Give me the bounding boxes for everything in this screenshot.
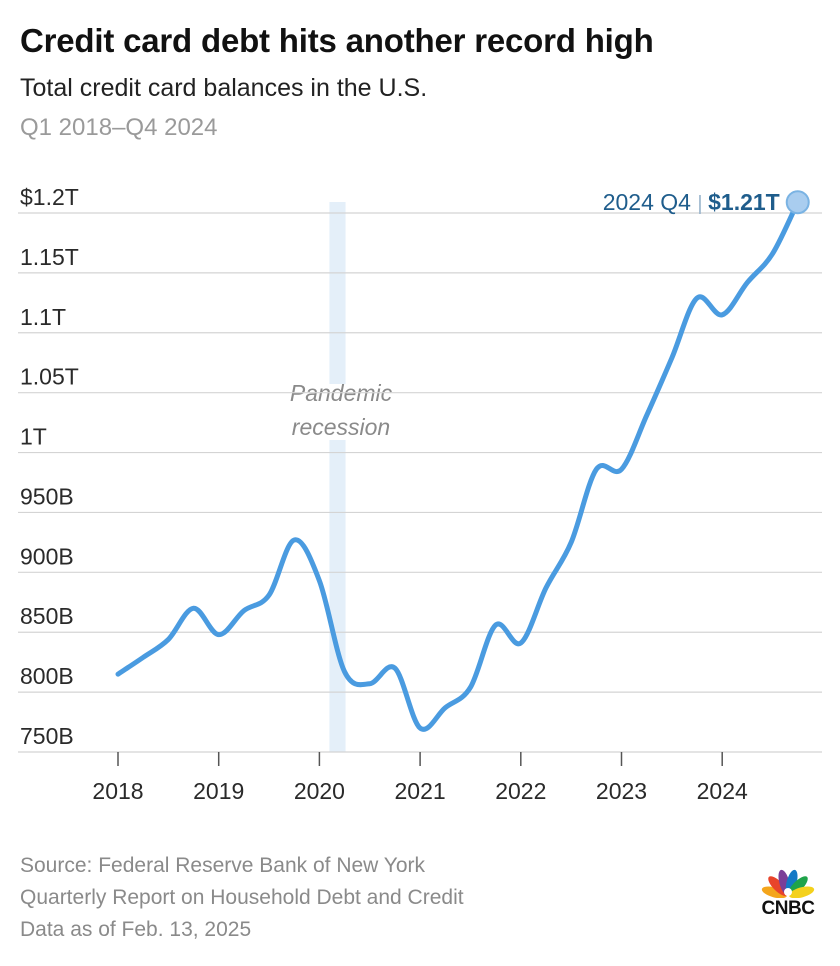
y-tick-label: $1.2T — [20, 184, 79, 210]
annotation-group: 2024 Q4 | $1.21T — [603, 189, 810, 215]
gridlines — [18, 212, 822, 753]
highlight-point — [785, 190, 810, 215]
y-tick-label: 1.05T — [20, 364, 79, 390]
y-tick-label: 1.15T — [20, 244, 79, 270]
logo-wordmark: CNBC — [761, 898, 815, 919]
x-tick-label: 2022 — [495, 778, 546, 804]
x-tick-label: 2020 — [294, 778, 345, 804]
y-axis: 750B 800B 850B 900B 950B 1T 1.05T 1.1T 1.15T $1.2… — [20, 184, 79, 749]
y-tick-label: 1.1T — [20, 304, 66, 330]
y-tick-label: 750B — [20, 723, 74, 749]
x-tick-label: 2018 — [92, 778, 143, 804]
chart-subtitle: Total credit card balances in the U.S. — [20, 74, 428, 102]
chart-title: Credit card debt hits another record hig… — [20, 22, 654, 59]
series-line — [115, 199, 801, 732]
y-tick-label: 850B — [20, 603, 74, 629]
x-tick-label: 2019 — [193, 778, 244, 804]
footer: Source: Federal Reserve Bank of New York… — [20, 850, 464, 946]
annotation-label: 2024 Q4 | $1.21T — [603, 189, 780, 215]
x-tick-label: 2024 — [697, 778, 748, 804]
x-tick-label: 2021 — [395, 778, 446, 804]
annotation-period: 2024 Q4 — [603, 189, 698, 215]
series-group — [115, 199, 801, 732]
x-axis: 2018 2019 2020 2021 2022 2023 2024 — [92, 752, 748, 804]
report-text: Quarterly Report on Household Debt and C… — [20, 886, 464, 909]
cnbc-peacock-icon — [761, 869, 815, 899]
recession-label-backdrop — [327, 384, 348, 440]
x-tick-label: 2023 — [596, 778, 647, 804]
recession-label-line2: recession — [292, 414, 390, 440]
y-tick-label: 800B — [20, 663, 74, 689]
y-tick-label: 900B — [20, 543, 74, 569]
annotation-value: $1.21T — [708, 189, 780, 215]
annotation-separator: | — [697, 193, 708, 215]
date-range: Q1 2018–Q4 2024 — [20, 114, 218, 141]
y-tick-label: 950B — [20, 483, 74, 509]
source-text: Source: Federal Reserve Bank of New York — [20, 854, 426, 877]
cnbc-logo: CNBC — [752, 862, 824, 922]
y-tick-label: 1T — [20, 424, 47, 450]
as-of-text: Data as of Feb. 13, 2025 — [20, 918, 252, 941]
recession-band — [329, 202, 346, 752]
